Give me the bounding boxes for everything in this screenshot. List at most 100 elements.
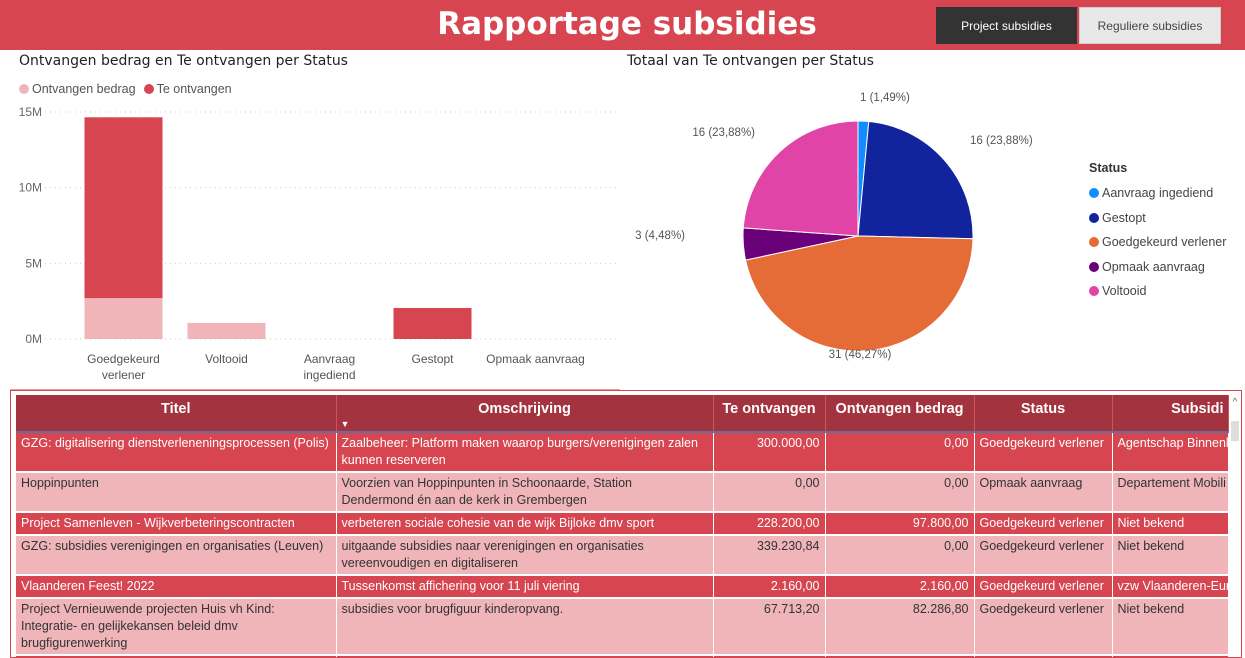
table-cell: 2.160,00 xyxy=(825,575,975,599)
legend-label: Gestopt xyxy=(1102,210,1146,225)
legend-label: Aanvraag ingediend xyxy=(1102,186,1214,201)
y-tick-label: 10M xyxy=(19,181,42,195)
pie-legend-item[interactable]: Gestopt xyxy=(1089,206,1226,231)
pie-slice[interactable] xyxy=(742,120,859,237)
table-cell: 97.800,00 xyxy=(825,512,975,536)
legend-dot xyxy=(1089,212,1099,223)
legend-dot xyxy=(1089,286,1099,297)
x-tick-label: Goedgekeurd xyxy=(87,352,160,366)
table-cell: GZG: digitalisering dienstverleneningspr… xyxy=(16,432,337,473)
pie-legend-title: Status xyxy=(1089,161,1128,175)
table-cell: Tussenkomst affichering voor 11 juli vie… xyxy=(336,575,714,599)
table-cell xyxy=(825,655,975,657)
x-tick-label: Gestopt xyxy=(411,352,454,366)
table-cell xyxy=(713,655,826,657)
table-cell: Goedgekeurd verlener xyxy=(974,598,1113,656)
scrollbar[interactable] xyxy=(1231,421,1239,441)
pie-chart: 1 (1,49%) 16 (23,88%) 31 (46,27%) 3 (4,48%)… xyxy=(635,92,1033,361)
table-row[interactable]: GZG: digitalisering dienstverleneningspr… xyxy=(16,432,1229,473)
table-cell: Goedgekeurd verlener xyxy=(974,432,1113,473)
table-cell: 0,00 xyxy=(713,472,826,513)
table-cell: Project Samenleven - Wijkverbeteringscon… xyxy=(16,512,337,536)
table-cell: Niet bekend xyxy=(1112,598,1229,656)
table-cell: Departement Mobili xyxy=(1112,472,1229,513)
table-row[interactable]: Hoppinpunten Voorzien van Hoppinpunten in… xyxy=(16,472,1229,513)
bar-legend: Ontvangen bedrag Te ontvangen xyxy=(19,82,232,96)
pie-legend-item[interactable]: Opmaak aanvraag xyxy=(1089,255,1226,280)
table-cell xyxy=(336,655,714,657)
table-row[interactable] xyxy=(16,655,1229,657)
bar-chart-panel xyxy=(10,50,620,390)
pie-data-label: 3 (4,48%) xyxy=(635,230,685,242)
sort-desc-icon[interactable]: ▼ xyxy=(340,419,350,429)
pie-data-label: 16 (23,88%) xyxy=(692,127,755,139)
pie-slice[interactable] xyxy=(857,120,974,240)
table-cell: Goedgekeurd verlener xyxy=(974,575,1113,599)
table-row[interactable]: GZG: subsidies verenigingen en organisat… xyxy=(16,535,1229,576)
bar-chart: 0M 5M 10M 15M Goedgekeurd verlener Voltooid Aan… xyxy=(19,105,620,382)
table-cell: 0,00 xyxy=(825,535,975,576)
table-cell: 82.286,80 xyxy=(825,598,975,656)
column-header[interactable]: Te ontvangen xyxy=(713,395,826,433)
x-tick-label: Aanvraag xyxy=(304,352,355,366)
legend-label: Te ontvangen xyxy=(156,82,232,96)
column-header[interactable]: Subsidi xyxy=(1112,395,1229,433)
table-cell: subsidies voor brugfiguur kinderopvang. xyxy=(336,598,714,656)
legend-label: Goedgekeurd verlener xyxy=(1102,235,1227,250)
pie-legend: Aanvraag ingediend Gestopt Goedgekeurd ver… xyxy=(1089,181,1226,304)
table-cell: 228.200,00 xyxy=(713,512,826,536)
table-cell: Voorzien van Hoppinpunten in Schoonaarde… xyxy=(336,472,714,513)
table-row[interactable]: Project Samenleven - Wijkverbeteringscon… xyxy=(16,512,1229,536)
pie-legend-item[interactable]: Voltooid xyxy=(1089,279,1226,304)
column-header[interactable]: Status xyxy=(974,395,1113,433)
table-cell xyxy=(1112,655,1229,657)
bar-te-ontvangen[interactable] xyxy=(393,307,472,339)
table-cell xyxy=(974,655,1113,657)
scrollbar-track[interactable] xyxy=(1229,395,1241,657)
bar-ontvangen-bedrag[interactable] xyxy=(187,322,266,339)
legend-label: Opmaak aanvraag xyxy=(1102,259,1205,274)
pie-chart-title: Totaal van Te ontvangen per Status xyxy=(627,53,874,69)
table-cell: Vlaanderen Feest! 2022 xyxy=(16,575,337,599)
table-row[interactable]: Project Vernieuwende projecten Huis vh K… xyxy=(16,598,1229,656)
bar-te-ontvangen[interactable] xyxy=(84,117,163,299)
table-cell: vzw Vlaanderen-Eur xyxy=(1112,575,1229,599)
table-cell xyxy=(16,655,337,657)
bar-ontvangen-bedrag[interactable] xyxy=(84,298,163,339)
table-row[interactable]: Vlaanderen Feest! 2022 Tussenkomst affich… xyxy=(16,575,1229,599)
table-cell: Niet bekend xyxy=(1112,512,1229,536)
pie-legend-item[interactable]: Goedgekeurd verlener xyxy=(1089,230,1226,255)
table-cell: Project Vernieuwende projecten Huis vh K… xyxy=(16,598,337,656)
y-tick-label: 0M xyxy=(25,332,42,346)
y-tick-label: 5M xyxy=(25,256,42,270)
table-cell: 339.230,84 xyxy=(713,535,826,576)
legend-label: Ontvangen bedrag xyxy=(32,82,136,96)
y-tick-label: 15M xyxy=(19,105,42,119)
table-cell: Zaalbeheer: Platform maken waarop burger… xyxy=(336,432,714,473)
table-cell: 2.160,00 xyxy=(713,575,826,599)
legend-dot-te-ontvangen xyxy=(143,84,154,94)
project-subsidies-button[interactable]: Project subsidies xyxy=(936,7,1077,44)
legend-label: Voltooid xyxy=(1102,284,1147,299)
legend-dot xyxy=(1089,261,1099,272)
page-title: Rapportage subsidies xyxy=(437,6,817,42)
table-cell: 300.000,00 xyxy=(713,432,826,473)
reguliere-subsidies-button[interactable]: Reguliere subsidies xyxy=(1079,7,1221,44)
legend-dot xyxy=(1089,188,1099,199)
table-cell: 0,00 xyxy=(825,472,975,513)
pie-data-label: 31 (46,27%) xyxy=(829,349,892,361)
column-header[interactable]: Ontvangen bedrag xyxy=(825,395,975,433)
legend-dot-ontvangen xyxy=(19,84,29,94)
column-header[interactable]: Titel xyxy=(16,395,337,433)
subsidies-table: Titel Omschrijving ▼ Te ontvangen Ontvangen … xyxy=(10,390,1242,658)
pie-slice[interactable] xyxy=(744,235,974,352)
pie-data-label: 16 (23,88%) xyxy=(970,135,1033,147)
column-header[interactable]: Omschrijving ▼ xyxy=(336,395,714,433)
pie-legend-item[interactable]: Aanvraag ingediend xyxy=(1089,181,1226,206)
bar-chart-title: Ontvangen bedrag en Te ontvangen per Sta… xyxy=(19,53,348,69)
table-cell: Goedgekeurd verlener xyxy=(974,512,1113,536)
table-cell: Niet bekend xyxy=(1112,535,1229,576)
x-tick-label: Opmaak aanvraag xyxy=(486,352,585,366)
x-tick-label: verlener xyxy=(102,368,145,382)
scroll-up-icon[interactable]: ^ xyxy=(1232,397,1238,408)
